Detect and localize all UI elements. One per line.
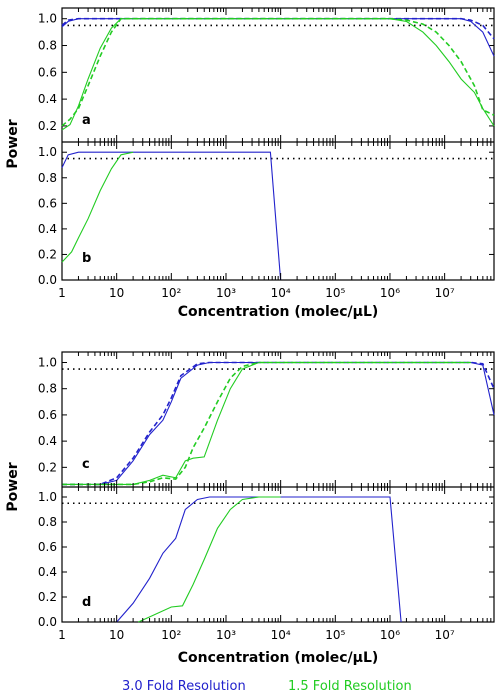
panel-label-b: b xyxy=(82,251,91,266)
x-tick-label-xticks-bot-5: 10⁵ xyxy=(325,628,345,642)
x-tick-label-xticks-top-6: 10⁶ xyxy=(380,286,400,300)
y-tick-label-b-2: 0.4 xyxy=(38,222,57,236)
series-line-c-3 xyxy=(62,361,471,486)
legend-item-1-5fold: 1.5 Fold Resolution xyxy=(288,679,412,694)
series-line-b-1 xyxy=(61,151,134,263)
y-tick-label-a-1: 0.4 xyxy=(38,92,57,106)
x-tick-label-xticks-top-2: 10² xyxy=(161,286,181,300)
x-tick-label-xticks-top-4: 10⁴ xyxy=(271,286,291,300)
panel-label-d: d xyxy=(82,595,91,610)
panel-label-a: a xyxy=(82,113,91,128)
y-tick-label-a-4: 1.0 xyxy=(38,12,57,26)
y-tick-label-d-2: 0.4 xyxy=(38,565,57,579)
series-line-c-1 xyxy=(62,361,495,486)
x-tick-label-xticks-top-1: 10 xyxy=(109,286,124,300)
x-tick-label-xticks-bot-0: 1 xyxy=(58,628,66,642)
x-tick-label-xticks-top-0: 1 xyxy=(58,286,66,300)
y-tick-label-c-2: 0.6 xyxy=(38,408,57,422)
x-tick-label-xticks-top-7: 10⁷ xyxy=(435,286,455,300)
panel-b-plot: 0.0 0.2 0.4 0.6 0.8 1.0 xyxy=(38,145,494,287)
series-line-a-0 xyxy=(61,18,495,57)
bottom-figure: 0.2 0.4 0.6 0.8 1.0 0.0 0.2 0.4 0.6 0.8 1.0 c d 1… xyxy=(5,351,495,666)
legend-item-3fold: 3.0 Fold Resolution xyxy=(122,679,246,694)
panel-a-plot: 0.2 0.4 0.6 0.8 1.0 xyxy=(38,12,495,133)
y-tick-label-b-4: 0.8 xyxy=(38,171,57,185)
y-tick-label-b-5: 1.0 xyxy=(38,145,57,159)
x-tick-label-xticks-top-5: 10⁵ xyxy=(325,286,345,300)
y-tick-label-c-0: 0.2 xyxy=(38,460,57,474)
y-tick-label-d-0: 0.0 xyxy=(38,615,57,629)
y-tick-label-a-3: 0.8 xyxy=(38,39,57,53)
y-tick-label-a-2: 0.6 xyxy=(38,65,57,79)
x-tick-label-xticks-bot-3: 10³ xyxy=(216,628,236,642)
x-tick-label-xticks-bot-2: 10² xyxy=(161,628,181,642)
top-figure: 0.2 0.4 0.6 0.8 1.0 0.0 0.2 0.4 0.6 0.8 1.0 a b 1… xyxy=(5,7,495,320)
series-line-d-1 xyxy=(138,496,281,623)
panel-d-plot: 0.0 0.2 0.4 0.6 0.8 1.0 xyxy=(38,490,494,629)
panel-label-c: c xyxy=(82,457,90,472)
series-line-c-0 xyxy=(62,361,495,485)
series-line-c-2 xyxy=(62,361,471,485)
x-tick-label-xticks-bot-4: 10⁴ xyxy=(271,628,291,642)
y-tick-label-b-0: 0.0 xyxy=(38,273,57,287)
series-line-a-2 xyxy=(61,18,495,131)
legend: 3.0 Fold Resolution 1.5 Fold Resolution xyxy=(122,679,412,694)
y-tick-label-b-3: 0.6 xyxy=(38,196,57,210)
y-tick-label-c-4: 1.0 xyxy=(38,355,57,369)
y-tick-label-b-1: 0.2 xyxy=(38,247,57,261)
x-tick-label-xticks-bot-7: 10⁷ xyxy=(435,628,455,642)
x-tick-label-xticks-bot-6: 10⁶ xyxy=(380,628,400,642)
panel-c-plot: 0.2 0.4 0.6 0.8 1.0 xyxy=(38,355,495,486)
y-tick-label-a-0: 0.2 xyxy=(38,119,57,133)
y-tick-label-c-1: 0.4 xyxy=(38,434,57,448)
bottom-y-axis-title: Power xyxy=(5,462,21,511)
y-tick-label-d-5: 1.0 xyxy=(38,490,57,504)
top-y-axis-title: Power xyxy=(5,119,21,168)
bottom-x-ticks: 1 10 10² 10³ 10⁴ 10⁵ 10⁶ 10⁷ xyxy=(58,352,495,642)
x-tick-label-xticks-top-3: 10³ xyxy=(216,286,236,300)
bottom-x-axis-title: Concentration (molec/µL) xyxy=(178,650,379,666)
y-tick-label-d-3: 0.6 xyxy=(38,540,57,554)
series-line-d-0 xyxy=(116,496,402,623)
y-tick-label-c-3: 0.8 xyxy=(38,382,57,396)
series-line-b-0 xyxy=(61,151,282,281)
y-tick-label-d-4: 0.8 xyxy=(38,515,57,529)
top-x-axis-title: Concentration (molec/µL) xyxy=(178,304,379,320)
top-x-ticks: 1 10 10² 10³ 10⁴ 10⁵ 10⁶ 10⁷ xyxy=(58,8,495,300)
x-tick-label-xticks-bot-1: 10 xyxy=(109,628,124,642)
y-tick-label-d-1: 0.2 xyxy=(38,590,57,604)
series-line-a-3 xyxy=(61,17,495,127)
